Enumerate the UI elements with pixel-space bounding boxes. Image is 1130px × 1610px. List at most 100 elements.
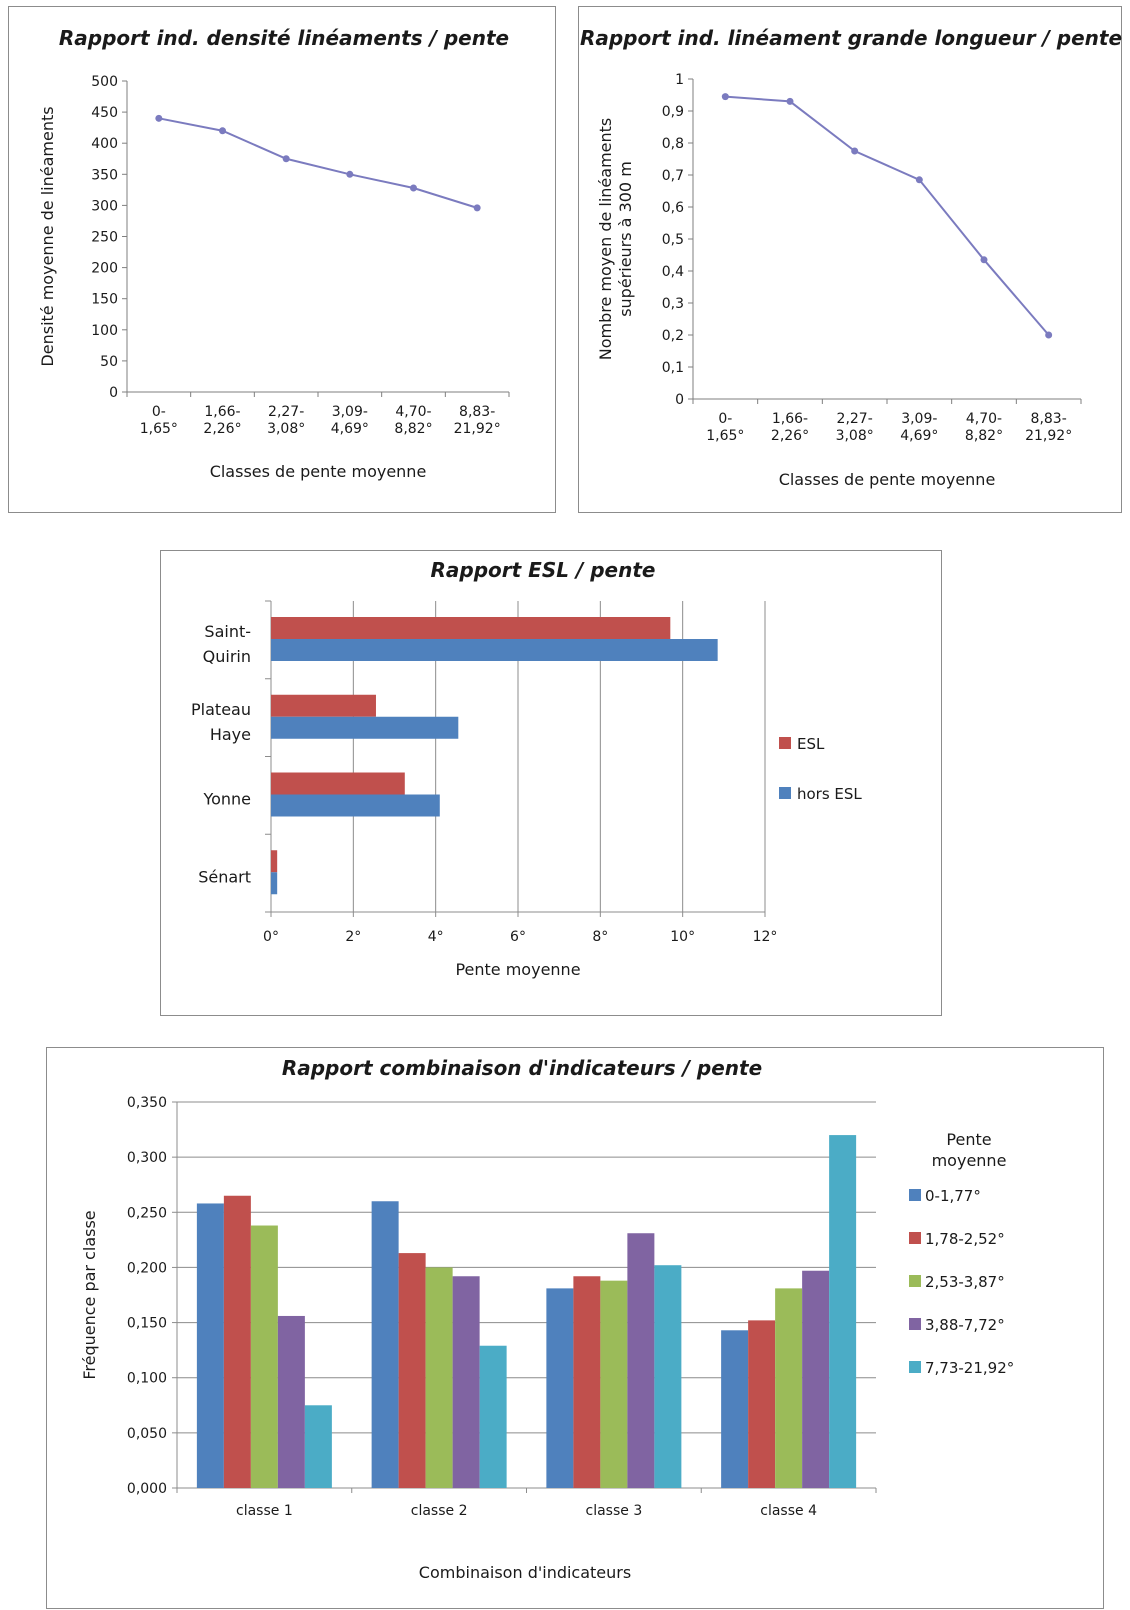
chart-panel-density: Rapport ind. densité linéaments / pente 0…	[8, 6, 556, 513]
y-axis-label: Fréquence par classe	[80, 1210, 99, 1379]
legend-label: 3,88-7,72°	[925, 1316, 1005, 1334]
y-tick-label: 0,5	[662, 232, 684, 248]
x-axis-label: Classes de pente moyenne	[779, 470, 996, 489]
y-tick-label: 100	[91, 323, 118, 339]
density-line-chart: Rapport ind. densité linéaments / pente 0…	[38, 26, 510, 481]
series-line	[158, 117, 478, 209]
y-tick-label: 0,000	[127, 1481, 167, 1497]
x-tick-label: 0-1,65°	[140, 404, 178, 437]
y-tick-label: 500	[91, 74, 118, 90]
y-tick-label: 0,050	[127, 1426, 167, 1442]
bar	[304, 1405, 332, 1488]
x-tick-label: classe 4	[760, 1503, 817, 1519]
data-point	[915, 176, 923, 184]
data-point	[219, 127, 226, 135]
x-tick-label: 0-1,65°	[706, 411, 744, 444]
bar	[371, 1201, 399, 1488]
bar	[748, 1320, 776, 1488]
y-tick-label: 50	[100, 354, 118, 370]
bar-esl	[271, 772, 405, 795]
chart-panel-combination: Rapport combinaison d'indicateurs / pent…	[46, 1047, 1104, 1609]
bar	[223, 1195, 251, 1488]
y-tick-label: 0,8	[662, 136, 684, 152]
x-tick-label: 8,83-21,92°	[454, 404, 501, 437]
y-tick-label: 0,1	[662, 360, 684, 376]
legend-label: 1,78-2,52°	[925, 1230, 1005, 1248]
y-tick-label: 0,300	[127, 1150, 167, 1166]
bar	[250, 1225, 278, 1488]
x-tick-label: 4,70-8,82°	[965, 411, 1003, 444]
y-category-label: Yonne	[202, 790, 251, 809]
chart-panel-esl: Rapport ESL / pente 0° 2° 4° 6° 8° 10° 12° Saint…	[160, 550, 942, 1016]
x-tick-label: 0°	[263, 929, 279, 945]
bar	[573, 1276, 601, 1488]
data-point	[410, 184, 417, 192]
x-tick-label: 12°	[753, 929, 778, 945]
y-tick-label: 0,150	[127, 1316, 167, 1332]
chart-title: Rapport ind. linéament grande longueur /…	[580, 26, 1122, 50]
x-tick-label: 8°	[592, 929, 608, 945]
chart-panel-long-lineaments: Rapport ind. linéament grande longueur /…	[578, 6, 1122, 513]
y-category-label: Saint-Quirin	[203, 622, 251, 666]
y-category-label: Sénart	[198, 867, 251, 886]
y-tick-label: 0,350	[127, 1095, 167, 1111]
bar-hors-esl	[271, 639, 718, 661]
y-tick-label: 450	[91, 105, 118, 121]
bar	[452, 1276, 480, 1488]
y-tick-label: 0,6	[662, 200, 684, 216]
y-tick-label: 1	[675, 72, 684, 88]
y-tick-label: 0,2	[662, 328, 684, 344]
bar	[802, 1270, 830, 1488]
data-point	[282, 155, 290, 163]
legend-label: 7,73-21,92°	[925, 1359, 1014, 1377]
y-tick-label: 0,9	[662, 104, 684, 120]
x-tick-label: 4°	[428, 929, 444, 945]
legend-swatch	[909, 1232, 921, 1244]
series-line	[725, 95, 1050, 336]
data-point	[980, 256, 988, 264]
legend-swatch	[779, 737, 791, 749]
y-tick-label: 0,200	[127, 1260, 167, 1276]
y-tick-label: 0,7	[662, 168, 684, 184]
x-tick-label: 3,09-4,69°	[900, 411, 938, 444]
x-tick-label: 2,27-3,08°	[267, 404, 305, 437]
data-point	[851, 147, 859, 155]
bar-hors-esl	[271, 716, 459, 739]
data-point	[1045, 331, 1053, 339]
long-lineaments-line-chart: Rapport ind. linéament grande longueur /…	[580, 26, 1122, 489]
x-tick-label: 1,66-2,26°	[203, 404, 241, 437]
x-axis-label: Combinaison d'indicateurs	[419, 1563, 631, 1582]
bar	[627, 1233, 655, 1488]
legend-swatch	[909, 1189, 921, 1201]
bar-esl	[271, 617, 671, 639]
x-tick-label: classe 2	[411, 1503, 468, 1519]
data-point	[786, 97, 794, 105]
combination-bar-chart: Rapport combinaison d'indicateurs / pent…	[80, 1056, 1014, 1582]
chart-title: Rapport ind. densité linéaments / pente	[59, 26, 509, 50]
data-point	[346, 170, 354, 178]
bar	[398, 1253, 426, 1488]
y-tick-label: 0,3	[662, 296, 684, 312]
y-tick-label: 0,250	[127, 1205, 167, 1221]
x-tick-label: 4,70-8,82°	[394, 404, 432, 437]
x-tick-label: 8,83-21,92°	[1025, 411, 1072, 444]
y-category-label: Plateau Haye	[191, 700, 251, 744]
legend-swatch	[779, 787, 791, 799]
legend-title: Pente moyenne	[932, 1130, 1007, 1170]
bar	[479, 1345, 507, 1488]
bar-hors-esl	[271, 872, 278, 895]
y-axis-label: Densité moyenne de linéaments	[38, 106, 57, 366]
bar	[600, 1280, 628, 1488]
y-tick-label: 150	[91, 292, 118, 308]
bar	[196, 1203, 224, 1488]
chart-title: Rapport ESL / pente	[431, 558, 656, 582]
data-point	[155, 114, 163, 122]
x-tick-label: classe 1	[236, 1503, 293, 1519]
x-tick-label: classe 3	[586, 1503, 643, 1519]
y-tick-label: 0,100	[127, 1371, 167, 1387]
y-tick-label: 0,4	[662, 264, 684, 280]
bar-esl	[271, 850, 278, 873]
y-tick-label: 300	[91, 198, 118, 214]
y-tick-label: 400	[91, 136, 118, 152]
x-tick-label: 10°	[670, 929, 695, 945]
